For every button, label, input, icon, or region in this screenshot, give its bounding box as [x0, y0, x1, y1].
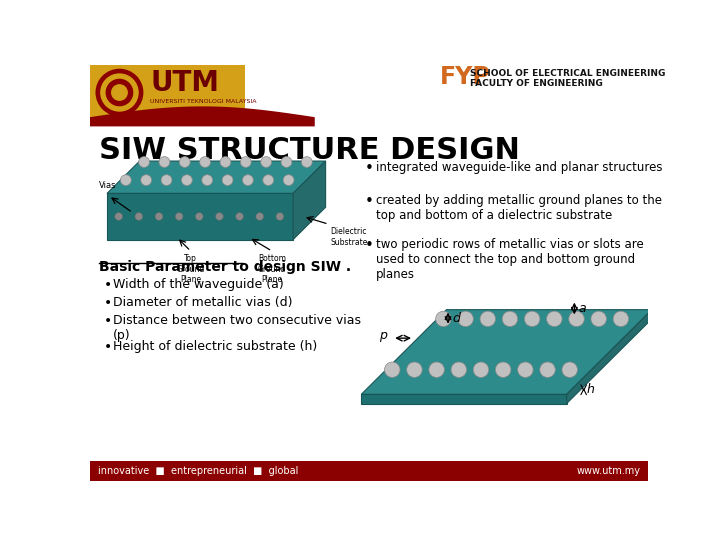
Polygon shape [361, 394, 567, 403]
Circle shape [480, 311, 495, 327]
Text: SIW STRUCTURE DESIGN: SIW STRUCTURE DESIGN [99, 136, 520, 165]
Text: •: • [104, 314, 112, 327]
Text: Top
Ground
Plane: Top Ground Plane [176, 254, 205, 284]
Circle shape [195, 213, 203, 220]
Circle shape [451, 362, 467, 377]
Circle shape [503, 311, 518, 327]
Polygon shape [107, 193, 293, 240]
Circle shape [281, 157, 292, 167]
Text: p: p [379, 329, 387, 342]
Circle shape [222, 175, 233, 186]
Circle shape [96, 70, 143, 116]
Bar [245, 65, 648, 126]
Polygon shape [90, 106, 315, 126]
Text: Diameter of metallic vias (d): Diameter of metallic vias (d) [113, 296, 293, 309]
Circle shape [458, 311, 473, 327]
Text: •: • [104, 278, 112, 292]
Text: •: • [365, 194, 374, 209]
Text: Height of dielectric substrate (h): Height of dielectric substrate (h) [113, 340, 318, 353]
Text: FYP: FYP [441, 65, 491, 89]
Circle shape [175, 213, 183, 220]
Text: FACULTY OF ENGINEERING: FACULTY OF ENGINEERING [469, 79, 603, 88]
Circle shape [546, 311, 562, 327]
Polygon shape [567, 309, 652, 403]
Bar [90, 117, 300, 126]
Text: Basic Parameter to design SIW .: Basic Parameter to design SIW . [99, 260, 351, 274]
Circle shape [261, 157, 271, 167]
Circle shape [524, 311, 540, 327]
Text: created by adding metallic ground planes to the
top and bottom of a dielectric s: created by adding metallic ground planes… [376, 194, 662, 222]
Text: two periodic rows of metallic vias or slots are
used to connect the top and bott: two periodic rows of metallic vias or sl… [376, 238, 644, 281]
Text: •: • [104, 296, 112, 310]
Text: •: • [365, 238, 374, 253]
Text: a: a [578, 302, 586, 315]
Text: •: • [365, 161, 374, 176]
Circle shape [276, 213, 284, 220]
Circle shape [495, 362, 511, 377]
Text: Dielectric
Substrate: Dielectric Substrate [330, 227, 368, 247]
Circle shape [139, 157, 150, 167]
Text: Vias: Vias [99, 180, 117, 190]
Bar [90, 461, 648, 481]
Text: d: d [452, 312, 460, 325]
Text: innovative  ■  entrepreneurial  ■  global: innovative ■ entrepreneurial ■ global [98, 465, 298, 476]
Circle shape [256, 213, 264, 220]
Circle shape [518, 362, 533, 377]
Circle shape [473, 362, 489, 377]
Circle shape [429, 362, 444, 377]
Text: Width of the waveguide (a): Width of the waveguide (a) [113, 278, 284, 291]
Circle shape [302, 157, 312, 167]
Circle shape [199, 157, 210, 167]
Circle shape [283, 175, 294, 186]
Circle shape [101, 74, 138, 111]
Circle shape [112, 85, 127, 100]
Circle shape [540, 362, 555, 377]
Text: h: h [587, 383, 595, 396]
Circle shape [407, 362, 422, 377]
Circle shape [436, 311, 451, 327]
Text: UNIVERSITI TEKNOLOGI MALAYSIA: UNIVERSITI TEKNOLOGI MALAYSIA [150, 99, 257, 104]
Bar [90, 65, 300, 126]
Text: UTM: UTM [150, 69, 220, 97]
Text: Bottom
Ground
Plane: Bottom Ground Plane [258, 254, 287, 284]
Circle shape [235, 213, 243, 220]
Circle shape [263, 175, 274, 186]
Text: SCHOOL OF ELECTRICAL ENGINEERING: SCHOOL OF ELECTRICAL ENGINEERING [469, 69, 665, 78]
Circle shape [140, 175, 152, 186]
Circle shape [120, 175, 131, 186]
Text: •: • [104, 340, 112, 354]
Circle shape [215, 213, 223, 220]
Circle shape [384, 362, 400, 377]
Circle shape [562, 362, 577, 377]
Polygon shape [107, 161, 325, 193]
Polygon shape [361, 309, 652, 394]
Circle shape [179, 157, 190, 167]
Circle shape [155, 213, 163, 220]
Polygon shape [293, 161, 325, 240]
Circle shape [114, 213, 122, 220]
Circle shape [591, 311, 606, 327]
Circle shape [135, 213, 143, 220]
Circle shape [613, 311, 629, 327]
Circle shape [161, 175, 172, 186]
Circle shape [181, 175, 192, 186]
Circle shape [159, 157, 170, 167]
Text: integrated waveguide-like and planar structures: integrated waveguide-like and planar str… [376, 161, 662, 174]
Circle shape [243, 175, 253, 186]
Circle shape [569, 311, 584, 327]
Circle shape [220, 157, 231, 167]
Circle shape [240, 157, 251, 167]
Circle shape [107, 79, 132, 106]
Circle shape [202, 175, 212, 186]
Text: www.utm.my: www.utm.my [576, 465, 640, 476]
Text: Distance between two consecutive vias
(p): Distance between two consecutive vias (p… [113, 314, 361, 341]
